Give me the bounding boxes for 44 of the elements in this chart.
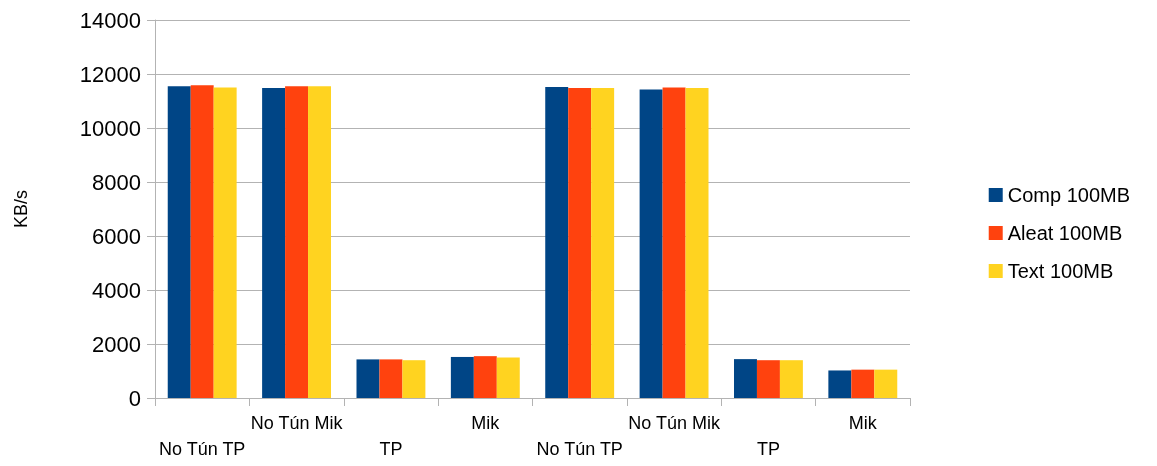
bar — [662, 87, 686, 398]
bar — [779, 360, 803, 398]
bar — [473, 356, 497, 398]
x-tick-label: No Tún Mik — [250, 413, 344, 433]
y-tick-label: 10000 — [79, 115, 141, 141]
bar — [402, 360, 426, 398]
bar — [851, 369, 875, 398]
y-tick-label: 8000 — [92, 169, 141, 195]
bar — [733, 359, 757, 398]
bar — [828, 370, 852, 398]
bar — [308, 86, 332, 398]
y-axis-title: KB/s — [11, 189, 31, 229]
y-tick-label: 14000 — [79, 7, 141, 33]
y-tick-label: 6000 — [92, 223, 141, 249]
legend-label: Aleat 100MB — [1007, 222, 1123, 244]
bar — [285, 86, 309, 398]
x-tick-label: No Tún TP — [158, 439, 246, 459]
bar — [496, 357, 520, 398]
y-tick-label: 2000 — [92, 331, 141, 357]
x-tick-label: TP — [379, 439, 403, 459]
bar — [262, 88, 286, 398]
bar — [685, 88, 709, 398]
bar — [190, 85, 214, 398]
x-tick-label: No Tún Mik — [628, 413, 721, 433]
bar — [213, 87, 237, 398]
bar — [167, 86, 191, 398]
bar — [591, 88, 615, 398]
bar — [756, 360, 780, 398]
x-tick-label: Mik — [848, 413, 878, 433]
x-tick-label: TP — [756, 439, 780, 459]
bar — [568, 88, 592, 398]
bar — [356, 359, 380, 398]
y-tick-label: 0 — [128, 385, 141, 411]
bar — [874, 369, 898, 398]
legend-label: Comp 100MB — [1007, 184, 1131, 206]
y-tick-label: 4000 — [92, 277, 141, 303]
legend-label: Text 100MB — [1007, 260, 1114, 282]
bar — [545, 86, 569, 398]
x-tick-label: No Tún TP — [536, 439, 623, 459]
x-tick-label: Mik — [471, 413, 501, 433]
y-tick-label: 12000 — [79, 61, 141, 87]
bar — [450, 356, 474, 398]
bar — [639, 89, 663, 398]
bar — [379, 359, 403, 398]
